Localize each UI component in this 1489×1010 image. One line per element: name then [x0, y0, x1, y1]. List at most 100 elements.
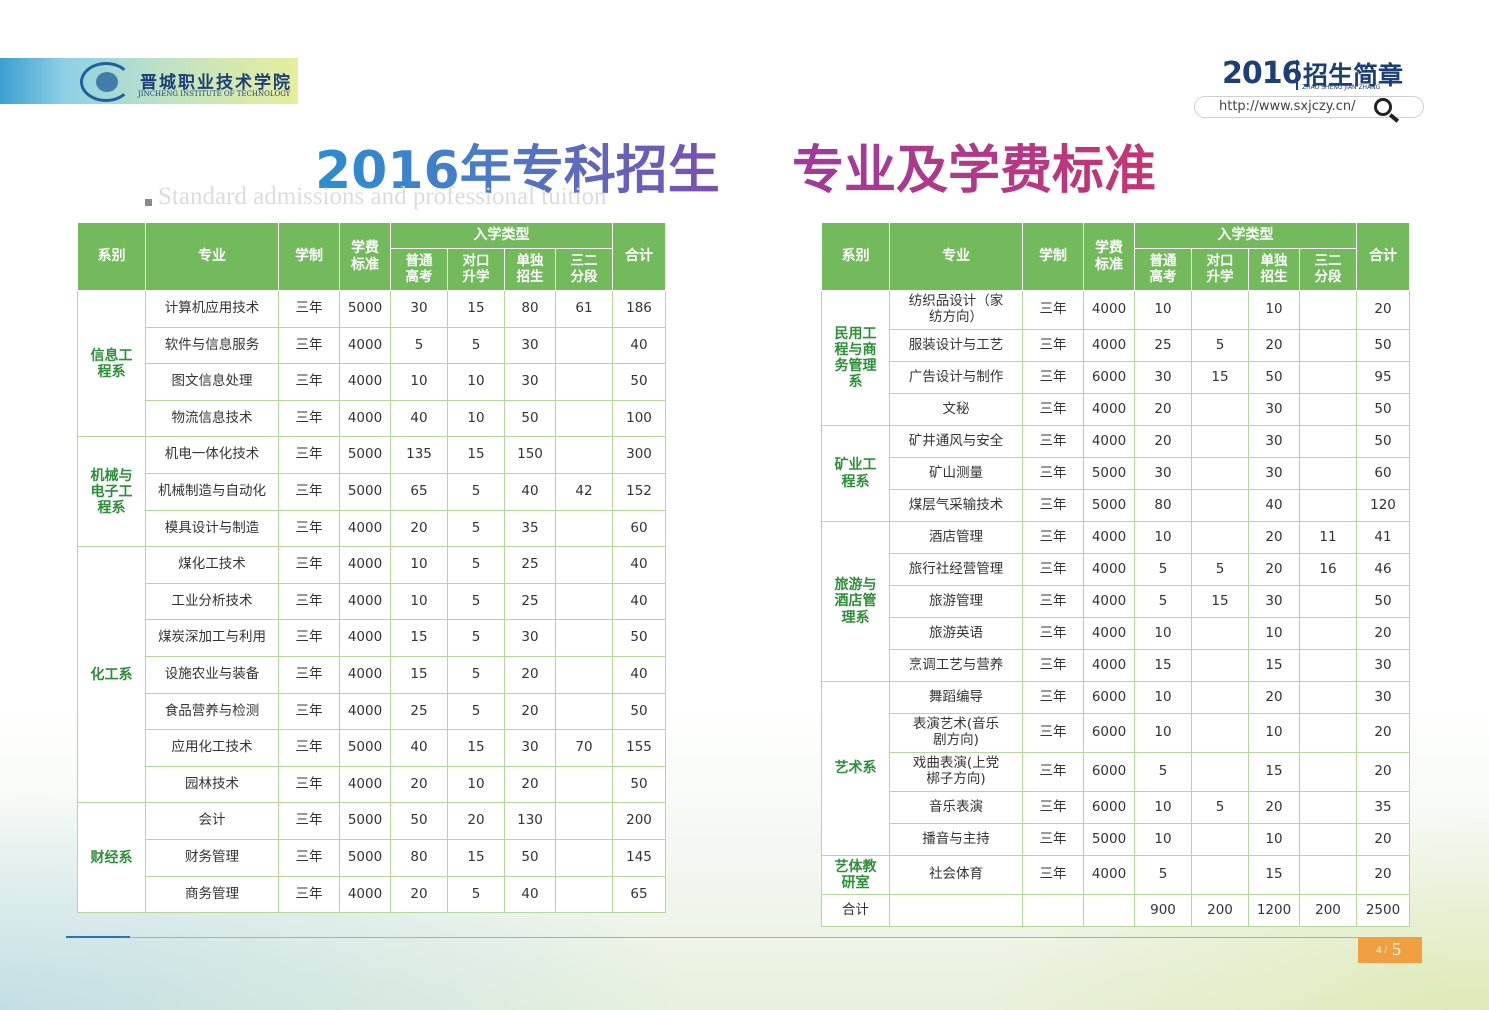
- gk-cell: 15: [1134, 649, 1192, 682]
- total-dd: 1200: [1248, 894, 1300, 927]
- fee-cell: 6000: [1083, 713, 1135, 753]
- table-row: 旅游与酒店管理系 酒店管理 三年 4000 10 20 11 41: [821, 521, 1410, 682]
- major-name: 煤层气采输技术: [908, 496, 1004, 513]
- search-icon[interactable]: [1374, 98, 1392, 116]
- dd-cell: 30: [1248, 457, 1300, 490]
- total-dk: 200: [1191, 894, 1249, 927]
- header-major: 专业: [145, 222, 279, 291]
- dk-cell: 5: [447, 619, 505, 657]
- major-name: 计算机应用技术: [164, 300, 260, 317]
- dk-cell: 15: [447, 290, 505, 328]
- table-row: 矿山测量 三年 5000 30 30 60: [822, 457, 1410, 490]
- major-cell: 设施农业与装备: [145, 655, 279, 694]
- gk-cell: 20: [390, 765, 448, 804]
- dd-cell: 30: [1248, 393, 1300, 426]
- major-name: 应用化工技术: [171, 739, 253, 756]
- dk-cell: [1191, 457, 1249, 490]
- total-cell: 50: [612, 619, 666, 657]
- header-dept: 系别: [77, 222, 146, 291]
- total-cell: 20: [1356, 713, 1410, 753]
- major-name: 煤炭深加工与利用: [158, 629, 266, 646]
- major-cell: 烹调工艺与营养: [889, 649, 1023, 682]
- dd-cell: 50: [504, 838, 556, 877]
- duration-cell: 三年: [278, 729, 340, 767]
- dd-cell: 30: [504, 619, 556, 657]
- duration-cell: 三年: [1022, 713, 1084, 753]
- dk-cell: 20: [447, 802, 505, 840]
- header-dk: 对口升学: [447, 248, 505, 291]
- dd-cell: 20: [504, 692, 556, 731]
- total-cell: 20: [1356, 855, 1410, 895]
- major-cell: 旅行社经营管理: [889, 553, 1023, 586]
- total-row: 合计 900 200 1200 200 2500: [821, 894, 1410, 927]
- gk-cell: 10: [1134, 823, 1192, 856]
- fee-cell: 5000: [1083, 489, 1135, 522]
- dk-cell: [1191, 713, 1249, 753]
- dd-cell: 30: [504, 363, 556, 401]
- school-name-cn: 晋城职业技术学院: [140, 73, 292, 93]
- header-se: 三二分段: [555, 248, 613, 291]
- brand-title: 招生简章: [1303, 61, 1404, 90]
- header-fee: 学费标准: [339, 222, 391, 291]
- gk-cell: 10: [390, 582, 448, 621]
- se-cell: [1299, 649, 1357, 682]
- header-gk-label: 普通高考: [405, 252, 433, 285]
- major-cell: 机械制造与自动化: [145, 472, 279, 511]
- dk-cell: 15: [1191, 585, 1249, 618]
- major-name: 机电一体化技术: [164, 446, 260, 463]
- fee-cell: 4000: [1083, 425, 1135, 458]
- table-row: 文秘 三年 4000 20 30 50: [822, 393, 1410, 426]
- duration-cell: 三年: [278, 436, 340, 474]
- major-cell: 旅游英语: [889, 617, 1023, 650]
- total-cell-empty: [889, 894, 1023, 927]
- gk-cell: 15: [390, 655, 448, 694]
- dk-cell: 5: [447, 692, 505, 731]
- total-cell: 50: [612, 692, 666, 731]
- dd-cell: 30: [1248, 425, 1300, 458]
- major-cell: 商务管理: [145, 875, 279, 914]
- se-cell: [555, 436, 613, 474]
- major-cell: 图文信息处理: [145, 363, 279, 401]
- dk-cell: 5: [447, 509, 505, 548]
- duration-cell: 三年: [1022, 752, 1084, 792]
- dd-cell: 20: [1248, 329, 1300, 362]
- total-cell: 20: [1356, 823, 1410, 856]
- header-gk: 普通高考: [1134, 248, 1192, 291]
- major-cell: 会计: [145, 802, 279, 840]
- fee-cell: 6000: [1083, 361, 1135, 394]
- se-cell: 42: [555, 472, 613, 511]
- total-cell: 60: [612, 509, 666, 548]
- school-logo-icon: [80, 62, 132, 102]
- duration-cell: 三年: [1022, 855, 1084, 895]
- dd-cell: 15: [1248, 752, 1300, 792]
- table-row: 财务管理 三年 5000 80 15 50 145: [78, 838, 666, 877]
- dd-cell: 10: [1248, 290, 1300, 330]
- dd-cell: 10: [1248, 823, 1300, 856]
- table-row: 机械制造与自动化 三年 5000 65 5 40 42 152: [78, 472, 666, 511]
- table-row: 应用化工技术 三年 5000 40 15 30 70 155: [78, 729, 666, 767]
- header-banner: [0, 58, 298, 104]
- duration-cell: 三年: [278, 692, 340, 731]
- dk-cell: 5: [447, 546, 505, 584]
- total-cell: 20: [1356, 290, 1410, 330]
- dk-cell: 15: [447, 838, 505, 877]
- major-name: 戏曲表演(上党梆子方向): [912, 755, 1000, 787]
- dept-name: 民用工程与商务管理系: [834, 325, 877, 391]
- dd-cell: 40: [504, 875, 556, 914]
- major-name: 财务管理: [185, 848, 239, 865]
- table-row: 艺术系 舞蹈编导 三年 6000 10 20 30: [821, 681, 1410, 856]
- dept-cell: 艺术系: [821, 681, 890, 856]
- fee-cell: 5000: [1083, 823, 1135, 856]
- table-row: 矿业工程系 矿井通风与安全 三年 4000 20 30 50: [821, 425, 1410, 522]
- fee-cell: 4000: [339, 692, 391, 731]
- dept-cell: 财经系: [77, 802, 146, 914]
- gk-cell: 5: [390, 326, 448, 365]
- dk-cell: 15: [447, 729, 505, 767]
- dk-cell: 15: [1191, 361, 1249, 394]
- se-cell: [555, 619, 613, 657]
- dk-cell: 10: [447, 363, 505, 401]
- header-dk: 对口升学: [1191, 248, 1249, 291]
- website-url[interactable]: http://www.sxjczy.cn/: [1219, 99, 1356, 114]
- total-cell: 300: [612, 436, 666, 474]
- gk-cell: 5: [1134, 855, 1192, 895]
